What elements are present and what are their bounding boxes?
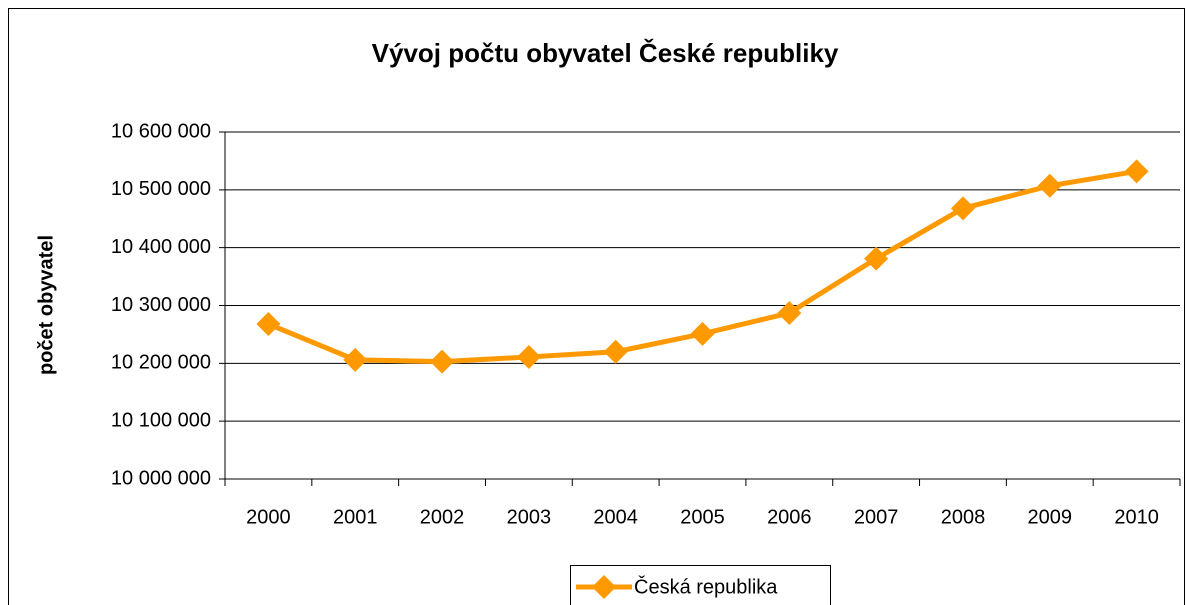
y-axis-label: počet obyvatel xyxy=(35,235,57,375)
y-tick-label: 10 500 000 xyxy=(111,178,211,200)
x-tick-label: 2005 xyxy=(680,506,725,528)
data-point xyxy=(603,339,628,364)
data-point xyxy=(343,347,368,372)
legend-marker xyxy=(592,575,616,599)
x-tick-label: 2001 xyxy=(333,506,378,528)
data-point xyxy=(1124,159,1149,184)
data-point xyxy=(1037,173,1062,198)
y-tick-label: 10 000 000 xyxy=(111,467,211,489)
data-point xyxy=(516,344,541,369)
y-tick-label: 10 400 000 xyxy=(111,236,211,258)
x-tick-label: 2009 xyxy=(1028,506,1073,528)
data-point xyxy=(430,349,455,374)
chart-title: Vývoj počtu obyvatel České republiky xyxy=(372,38,839,68)
data-point xyxy=(950,196,975,221)
x-tick-label: 2000 xyxy=(246,506,291,528)
x-tick-label: 2006 xyxy=(767,506,812,528)
x-tick-label: 2003 xyxy=(507,506,552,528)
y-tick-label: 10 100 000 xyxy=(111,409,211,431)
y-tick-label: 10 300 000 xyxy=(111,294,211,316)
data-point xyxy=(256,312,281,337)
data-point xyxy=(690,321,715,346)
x-tick-label: 2004 xyxy=(593,506,638,528)
x-tick-label: 2002 xyxy=(420,506,465,528)
data-point xyxy=(777,301,802,326)
x-tick-label: 2007 xyxy=(854,506,899,528)
x-tick-label: 2008 xyxy=(941,506,986,528)
y-tick-label: 10 600 000 xyxy=(111,120,211,142)
legend-label: Česká republika xyxy=(634,575,778,598)
chart-frame xyxy=(8,8,1185,605)
y-tick-label: 10 200 000 xyxy=(111,352,211,374)
x-tick-label: 2010 xyxy=(1114,506,1159,528)
data-point xyxy=(864,246,889,271)
